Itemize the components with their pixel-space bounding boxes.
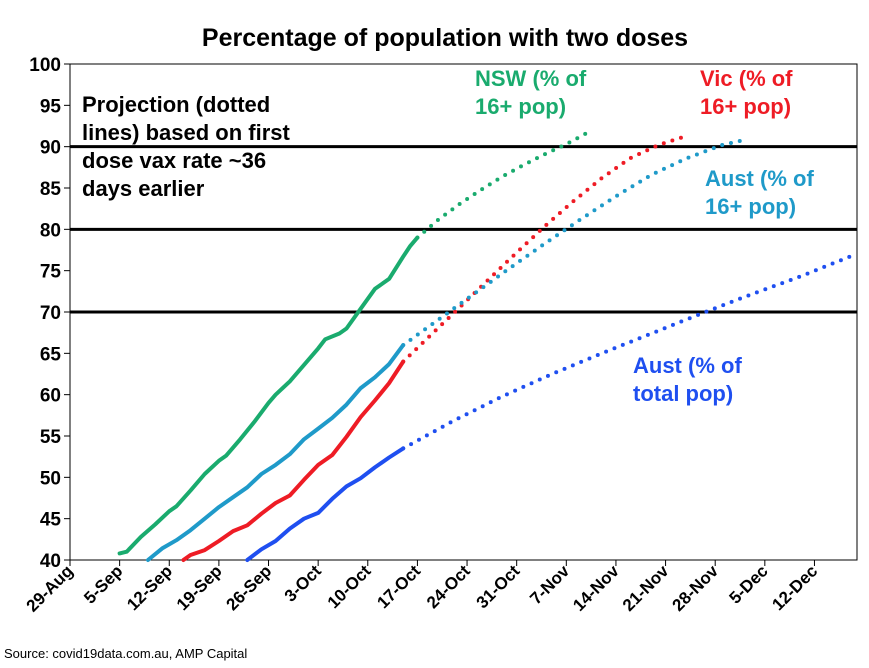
y-tick-label: 60: [40, 386, 61, 407]
series-layer: [117, 130, 852, 562]
annotation-line: dose vax rate ~36: [82, 148, 266, 173]
y-tick-label: 70: [40, 303, 61, 324]
reference-lines: [70, 145, 857, 314]
series-projection-line: [401, 133, 689, 364]
vic-label: Vic (% of 16+ pop): [700, 66, 793, 119]
x-tick-label: 17-Oct: [373, 561, 424, 612]
x-tick-label: 31-Oct: [473, 561, 524, 612]
annotation-line: Aust (% of: [633, 353, 742, 378]
aust-16plus-label: Aust (% of 16+ pop): [705, 166, 814, 219]
series-1: [181, 133, 689, 562]
nsw-label: NSW (% of 16+ pop): [475, 66, 587, 119]
x-tick-label: 26-Sep: [222, 561, 275, 614]
annotation-line: 16+ pop): [475, 94, 566, 119]
aust-total-label: Aust (% of total pop): [633, 353, 742, 406]
annotation-line: Projection (dotted: [82, 92, 270, 117]
series-actual-line: [117, 235, 420, 556]
x-tick-label: 24-Oct: [423, 561, 474, 612]
x-tick-label: 28-Nov: [669, 561, 723, 615]
x-tick-label: 21-Nov: [619, 561, 673, 615]
y-tick-label: 55: [40, 427, 62, 448]
annotation-line: NSW (% of: [475, 66, 587, 91]
annotation-line: Aust (% of: [705, 166, 814, 191]
annotation-line: 16+ pop): [700, 94, 791, 119]
source-text: Source: covid19data.com.au, AMP Capital: [4, 646, 247, 661]
series-projection-line: [401, 138, 746, 348]
x-tick-label: 7-Nov: [526, 561, 573, 608]
x-tick-label: 5-Sep: [80, 561, 126, 607]
series-0: [117, 130, 590, 556]
x-tick-label: 5-Dec: [725, 561, 771, 607]
series-projection-line: [401, 254, 852, 451]
x-tick-label: 12-Sep: [123, 561, 176, 614]
annotation-line: days earlier: [82, 176, 205, 201]
x-tick-label: 12-Dec: [768, 561, 821, 614]
annotation-line: Vic (% of: [700, 66, 793, 91]
y-tick-label: 95: [40, 96, 62, 117]
annotation-line: 16+ pop): [705, 194, 796, 219]
annotations: Projection (dotted lines) based on first d…: [82, 66, 814, 406]
y-tick-label: 50: [40, 468, 61, 489]
y-tick-label: 85: [40, 179, 62, 200]
y-tick-label: 65: [40, 344, 62, 365]
series-3: [245, 254, 852, 562]
series-actual-line: [146, 343, 406, 562]
series-actual-line: [181, 359, 406, 562]
annotation-line: lines) based on first: [82, 120, 290, 145]
y-tick-label: 90: [40, 138, 61, 159]
y-tick-label: 100: [29, 55, 61, 76]
series-actual-line: [245, 446, 406, 562]
x-tick-label: 10-Oct: [324, 561, 375, 612]
x-tick-label: 3-Oct: [281, 561, 325, 605]
series-2: [146, 138, 746, 562]
y-tick-label: 45: [40, 510, 62, 531]
chart-title: Percentage of population with two doses: [202, 24, 688, 52]
projection-note: Projection (dotted lines) based on first d…: [82, 92, 290, 201]
series-projection-line: [415, 130, 590, 240]
y-tick-label: 40: [40, 551, 61, 572]
x-tick-label: 14-Nov: [569, 561, 623, 615]
y-tick-label: 75: [40, 262, 62, 283]
y-tick-label: 80: [40, 220, 61, 241]
y-axis: 40 45 50 55 60 65 70 75 80 85 90 95 100: [29, 55, 70, 572]
annotation-line: total pop): [633, 381, 733, 406]
x-tick-label: 19-Sep: [173, 561, 226, 614]
plot-area: 40 45 50 55 60 65 70 75 80 85 90 95 100 29-Aug 5-Sep1…: [23, 55, 858, 616]
